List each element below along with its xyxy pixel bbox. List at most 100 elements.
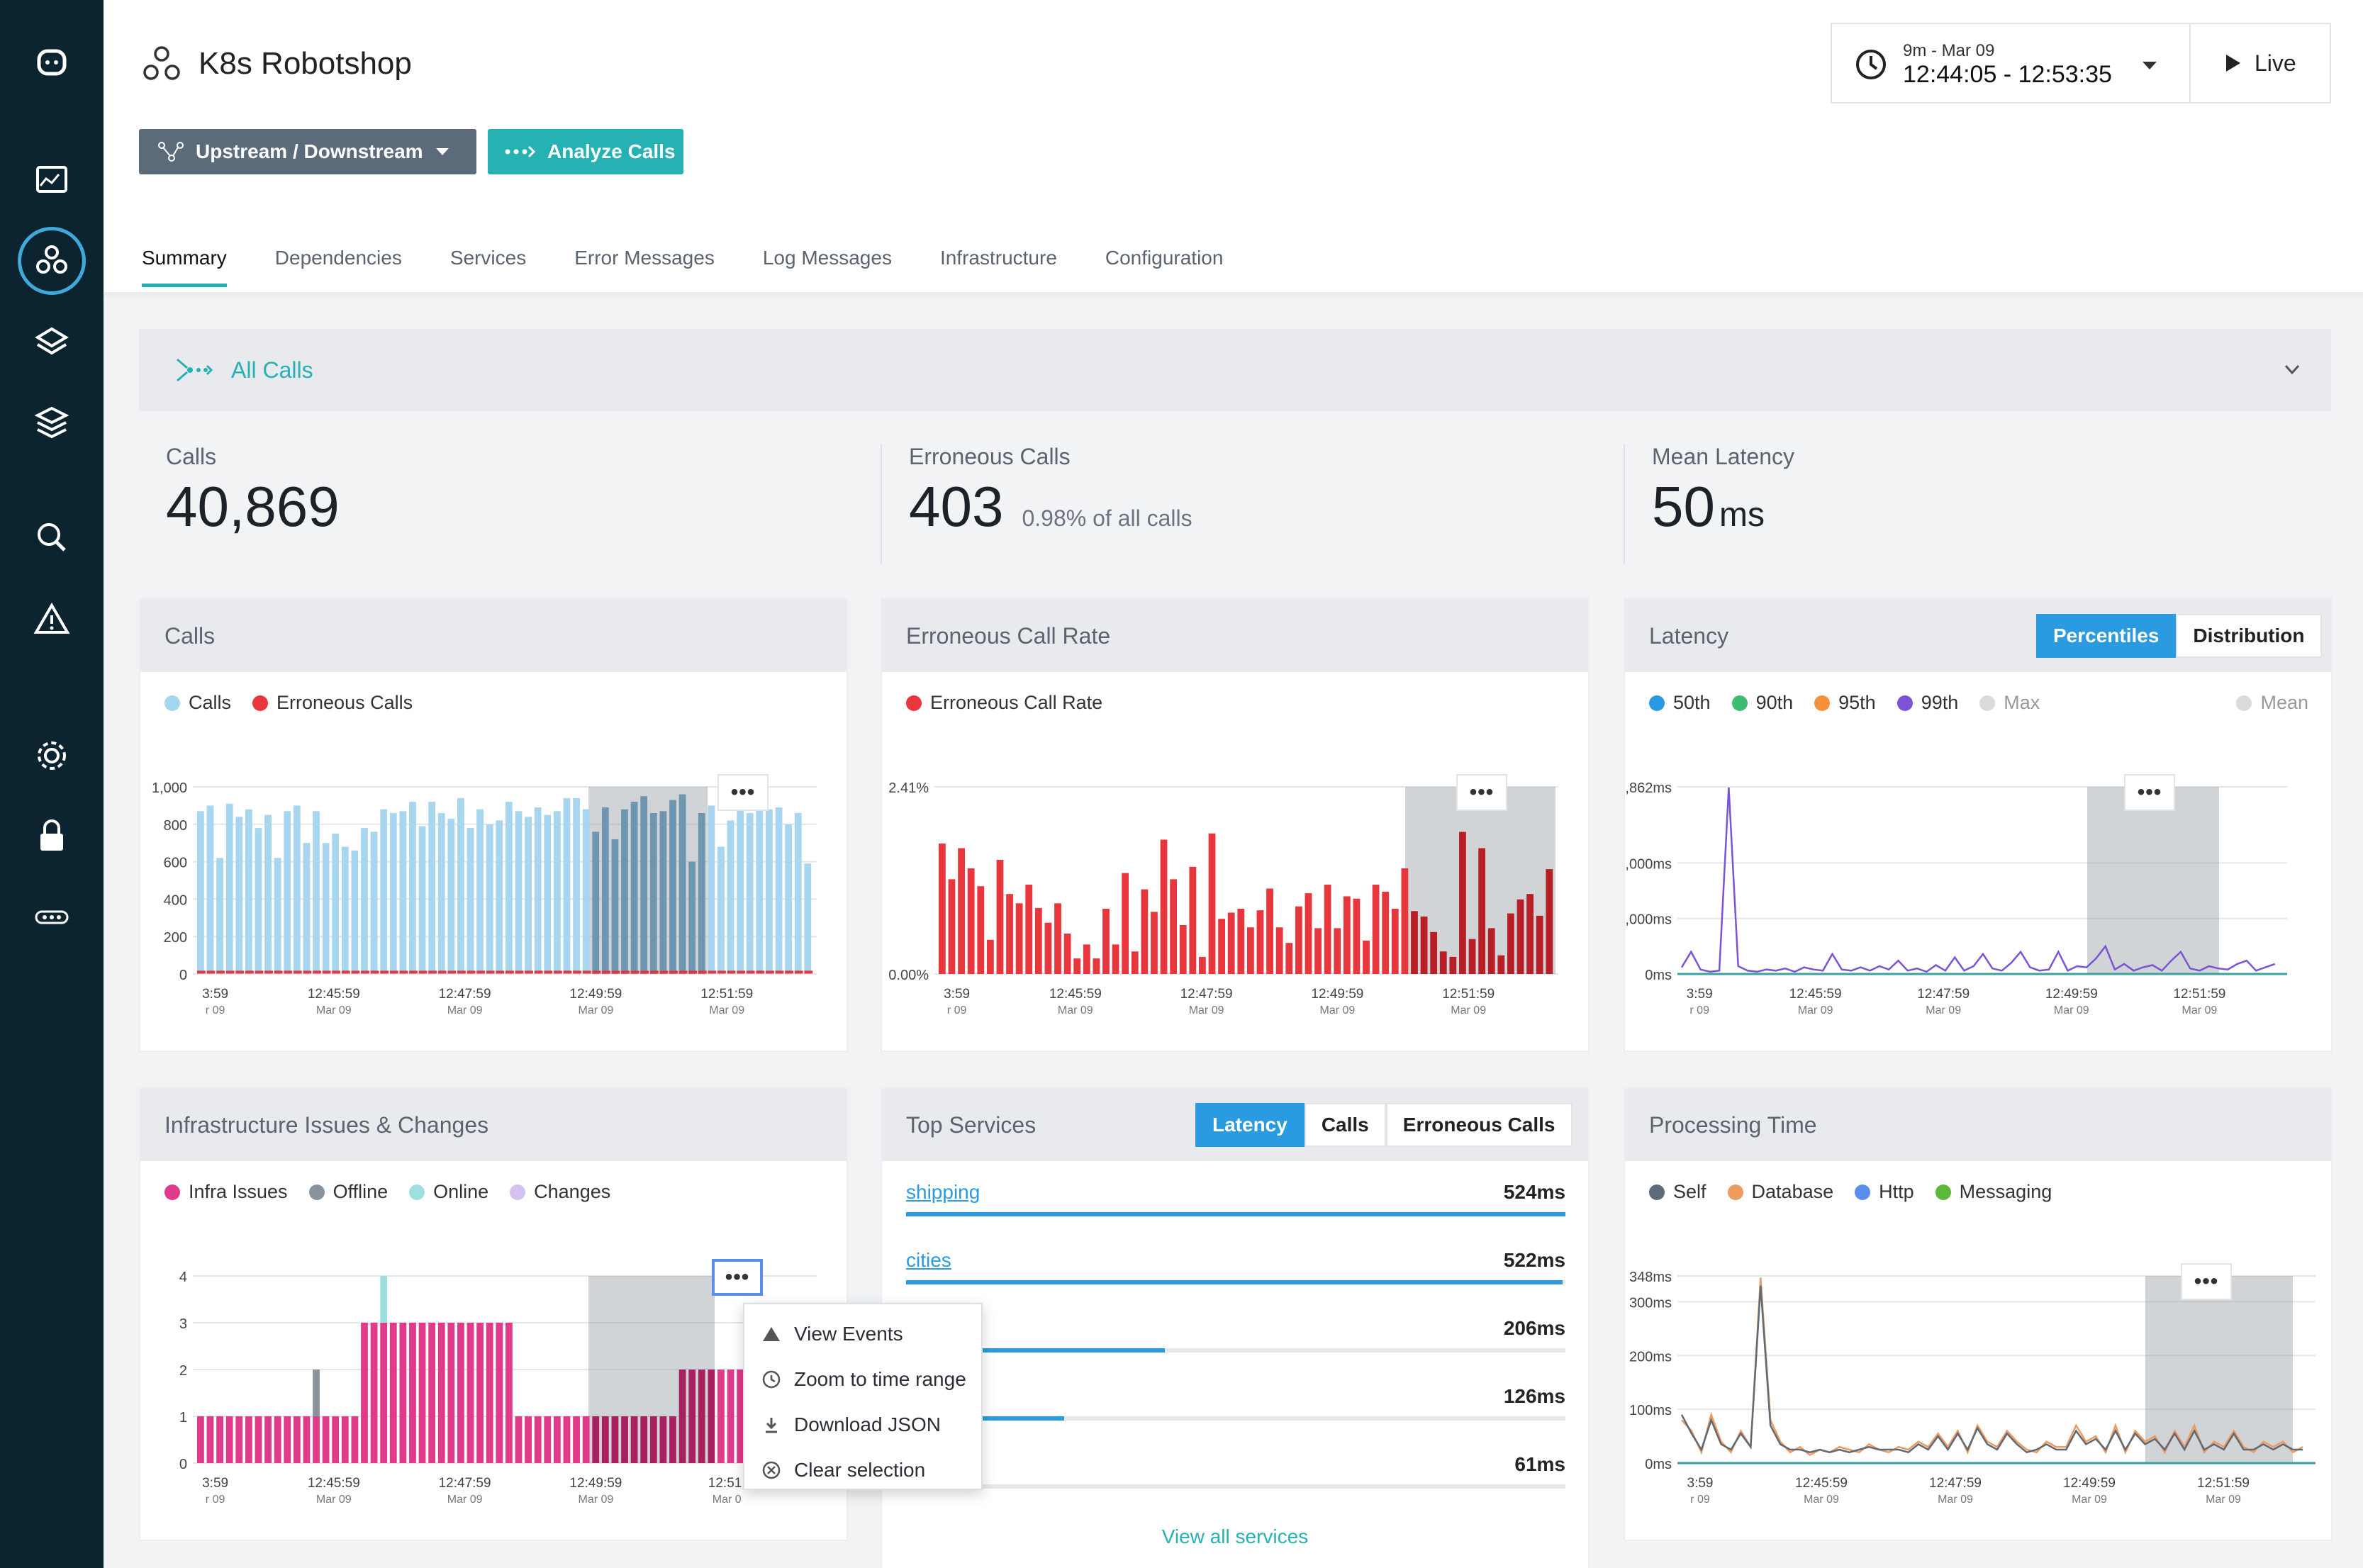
settings-gear-icon[interactable] bbox=[23, 727, 80, 784]
time-range-label: 9m - Mar 09 bbox=[1903, 41, 1995, 60]
analyze-calls-button[interactable]: Analyze Calls bbox=[488, 129, 683, 174]
legend-item-95th[interactable]: 95th bbox=[1814, 692, 1876, 714]
legend-item-mean[interactable]: Mean bbox=[2236, 692, 2308, 714]
distribution-toggle[interactable]: Distribution bbox=[2176, 614, 2322, 658]
tab-services[interactable]: Services bbox=[449, 247, 527, 269]
legend-item-offline[interactable]: Offline bbox=[308, 1181, 388, 1203]
bar bbox=[515, 811, 523, 974]
chart-legend: Erroneous Call Rate bbox=[906, 692, 1102, 714]
chart-more-button[interactable]: ••• bbox=[2124, 774, 2175, 811]
menu-item-download-json[interactable]: Download JSON bbox=[744, 1402, 981, 1447]
time-range-picker[interactable]: 9m - Mar 09 12:44:05 - 12:53:35 bbox=[1831, 23, 2191, 103]
infrastructure-issues-panel: Infrastructure Issues & Changes Infra Is… bbox=[139, 1087, 848, 1541]
legend-item-infra-issues[interactable]: Infra Issues bbox=[164, 1181, 288, 1203]
infrastructure-icon[interactable] bbox=[23, 394, 80, 451]
service-latency-bar bbox=[906, 1348, 1565, 1353]
calls-chart[interactable]: 0 200 400 600 800 1,000 3:59 r 09 12:45:59 Mar 09… bbox=[140, 749, 849, 1039]
bar bbox=[1102, 908, 1110, 974]
calls-toggle[interactable]: Calls bbox=[1304, 1103, 1386, 1147]
clock-icon bbox=[762, 1370, 781, 1389]
more-dots: ••• bbox=[1469, 780, 1495, 804]
bar bbox=[486, 1323, 493, 1463]
legend-item-50th[interactable]: 50th bbox=[1649, 692, 1711, 714]
bar bbox=[370, 1323, 378, 1463]
panel-title: Latency bbox=[1649, 622, 1729, 649]
service-row[interactable]: 126ms bbox=[906, 1385, 1565, 1428]
legend-item-http[interactable]: Http bbox=[1855, 1181, 1914, 1203]
menu-item-clear-selection[interactable]: Clear selection bbox=[744, 1447, 981, 1493]
chart-more-button[interactable]: ••• bbox=[2181, 1263, 2232, 1300]
x-tick-label: 12:49:59 bbox=[569, 1476, 622, 1491]
erroneous-calls-toggle[interactable]: Erroneous Calls bbox=[1385, 1103, 1572, 1147]
bar bbox=[1160, 839, 1168, 974]
legend-item-max[interactable]: Max bbox=[1979, 692, 2040, 714]
bar bbox=[225, 970, 235, 974]
bar bbox=[746, 970, 755, 974]
legend-item-90th[interactable]: 90th bbox=[1731, 692, 1793, 714]
menu-item-view-events[interactable]: View Events bbox=[744, 1311, 981, 1357]
bar bbox=[389, 812, 397, 974]
x-tick-sublabel: Mar 09 bbox=[1938, 1494, 1973, 1506]
x-tick-sublabel: Mar 09 bbox=[2206, 1494, 2241, 1506]
latency-toggle[interactable]: Latency bbox=[1195, 1103, 1305, 1147]
tab-configuration[interactable]: Configuration bbox=[1105, 247, 1224, 269]
service-row[interactable]: 61ms bbox=[906, 1453, 1565, 1496]
tab-dependencies[interactable]: Dependencies bbox=[274, 247, 402, 269]
legend-item-99th[interactable]: 99th bbox=[1896, 692, 1958, 714]
upstream-downstream-button[interactable]: Upstream / Downstream bbox=[139, 129, 476, 174]
service-row[interactable]: shipping 524ms bbox=[906, 1181, 1565, 1223]
bar bbox=[255, 970, 264, 974]
percentiles-toggle[interactable]: Percentiles bbox=[2036, 614, 2177, 658]
legend-item-database[interactable]: Database bbox=[1727, 1181, 1833, 1203]
legend-item-messaging[interactable]: Messaging bbox=[1935, 1181, 2052, 1203]
tab-error-messages[interactable]: Error Messages bbox=[574, 247, 715, 269]
chevron-down-icon[interactable] bbox=[2281, 359, 2303, 380]
legend-item-online[interactable]: Online bbox=[409, 1181, 488, 1203]
alert-icon[interactable] bbox=[23, 591, 80, 648]
more-apps-icon[interactable] bbox=[23, 889, 80, 946]
applications-icon[interactable] bbox=[18, 227, 86, 295]
bar bbox=[361, 1323, 368, 1463]
bar bbox=[727, 820, 734, 974]
legend-label: Max bbox=[2004, 692, 2040, 713]
x-tick-label: 12:47:59 bbox=[439, 1476, 491, 1491]
legend-item-calls[interactable]: Calls bbox=[164, 692, 231, 714]
bar bbox=[621, 1416, 628, 1463]
service-name[interactable]: cities bbox=[906, 1249, 951, 1271]
panel-title: Calls bbox=[164, 622, 216, 649]
platforms-icon[interactable] bbox=[23, 315, 80, 371]
tab-infrastructure[interactable]: Infrastructure bbox=[939, 247, 1057, 269]
chart-more-button[interactable]: ••• bbox=[712, 1259, 763, 1296]
chart-more-button[interactable]: ••• bbox=[717, 774, 769, 811]
call-filter-bar[interactable]: All Calls bbox=[139, 329, 2331, 411]
chart-more-button[interactable]: ••• bbox=[1456, 774, 1507, 811]
clear-circle-icon bbox=[762, 1461, 781, 1479]
bar bbox=[351, 970, 360, 974]
service-row[interactable]: cities 522ms bbox=[906, 1249, 1565, 1292]
robot-logo-icon[interactable] bbox=[23, 34, 80, 91]
legend-item-erroneous-call-rate[interactable]: Erroneous Call Rate bbox=[906, 692, 1102, 714]
live-button[interactable]: Live bbox=[2189, 23, 2331, 103]
service-name[interactable]: shipping bbox=[906, 1181, 981, 1203]
processing-time-chart[interactable]: 0ms 100ms 200ms 300ms 348ms 3:59 r 09 12:45:59 M… bbox=[1625, 1238, 2334, 1528]
error-rate-chart[interactable]: 0.00% 2.41% 3:59 r 09 12:45:59 Mar 09 12:47:59… bbox=[882, 749, 1591, 1039]
menu-item-zoom-to-time-range[interactable]: Zoom to time range bbox=[744, 1357, 981, 1402]
y-tick-label: 0ms bbox=[1645, 1457, 1672, 1472]
lock-icon[interactable] bbox=[23, 808, 80, 865]
analyze-search-icon[interactable] bbox=[23, 509, 80, 566]
latency-chart[interactable]: 0ms 5,000ms 10,000ms 16,862ms 3:59 r 09 12:45:… bbox=[1625, 749, 2334, 1039]
service-row[interactable]: 206ms bbox=[906, 1317, 1565, 1360]
view-all-services-link[interactable]: View all services bbox=[1161, 1525, 1309, 1547]
bar bbox=[293, 970, 302, 974]
legend-item-changes[interactable]: Changes bbox=[510, 1181, 610, 1203]
dashboard-icon[interactable] bbox=[23, 152, 80, 208]
legend-item-self[interactable]: Self bbox=[1649, 1181, 1706, 1203]
x-tick-sublabel: Mar 09 bbox=[1798, 1004, 1833, 1017]
chart-legend: Calls Erroneous Calls bbox=[164, 692, 413, 714]
tab-log-messages[interactable]: Log Messages bbox=[762, 247, 892, 269]
legend-item-erroneous-calls[interactable]: Erroneous Calls bbox=[252, 692, 413, 714]
stat-errors-label: Erroneous Calls bbox=[909, 444, 1071, 469]
caret-down-icon bbox=[2143, 62, 2157, 69]
tab-summary[interactable]: Summary bbox=[142, 247, 227, 287]
bar bbox=[1343, 896, 1351, 974]
